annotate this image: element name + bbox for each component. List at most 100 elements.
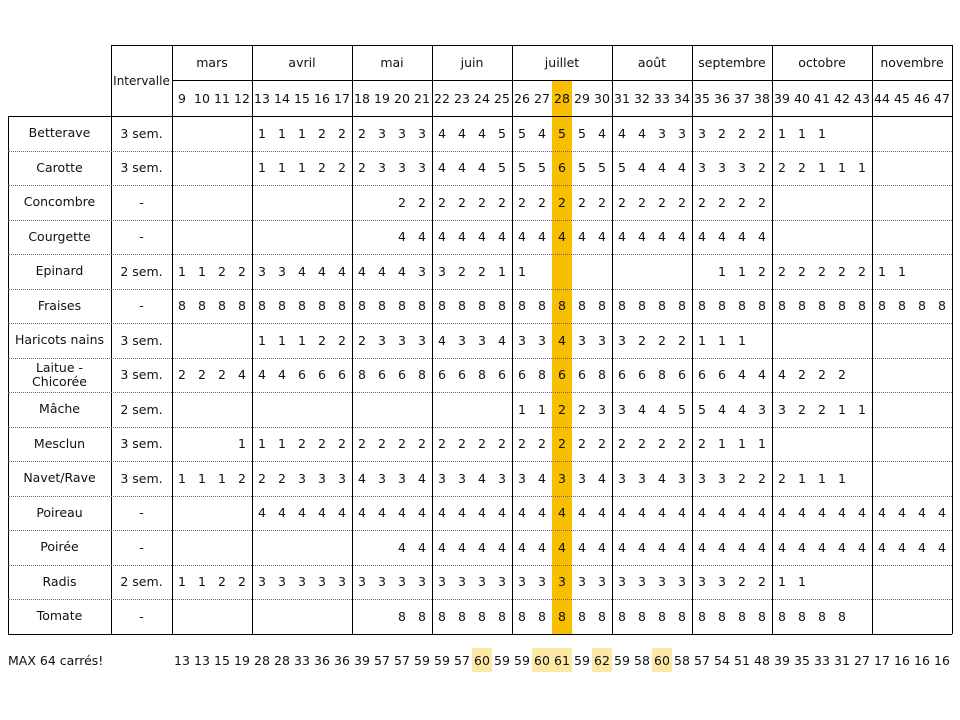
- schedule-cell: 1: [778, 125, 786, 141]
- schedule-cell: 2: [318, 160, 326, 176]
- month-divider: [872, 45, 873, 634]
- week-header: 11: [214, 90, 230, 106]
- schedule-cell: 4: [358, 263, 366, 279]
- schedule-cell: 4: [658, 229, 666, 245]
- schedule-cell: 8: [258, 298, 266, 314]
- schedule-cell: 8: [518, 298, 526, 314]
- schedule-cell: 8: [678, 608, 686, 624]
- schedule-cell: 2: [538, 194, 546, 210]
- schedule-cell: 2: [638, 194, 646, 210]
- schedule-cell: 2: [358, 125, 366, 141]
- month-header: juillet: [544, 55, 580, 70]
- schedule-cell: 8: [778, 608, 786, 624]
- schedule-cell: 3: [538, 332, 546, 348]
- schedule-cell: 4: [658, 160, 666, 176]
- crop-name: Navet/Rave: [23, 470, 96, 486]
- footer-total: 59: [414, 652, 430, 668]
- schedule-cell: 1: [798, 125, 806, 141]
- schedule-cell: 2: [818, 367, 826, 383]
- footer-total: 19: [234, 652, 250, 668]
- schedule-cell: 3: [478, 574, 486, 590]
- schedule-cell: 3: [418, 263, 426, 279]
- schedule-cell: 2: [518, 436, 526, 452]
- schedule-cell: 4: [818, 505, 826, 521]
- week-header: 47: [934, 90, 950, 106]
- schedule-cell: 2: [398, 194, 406, 210]
- schedule-cell: 3: [398, 160, 406, 176]
- schedule-cell: 1: [278, 332, 286, 348]
- footer-total: 33: [814, 652, 830, 668]
- schedule-cell: 4: [658, 401, 666, 417]
- schedule-cell: 3: [518, 332, 526, 348]
- schedule-cell: 4: [278, 367, 286, 383]
- schedule-cell: 8: [618, 298, 626, 314]
- schedule-cell: 4: [938, 505, 946, 521]
- crop-interval: 2 sem.: [120, 263, 163, 279]
- schedule-cell: 3: [358, 574, 366, 590]
- schedule-cell: 4: [738, 367, 746, 383]
- row-separator: [8, 564, 952, 566]
- schedule-cell: 4: [558, 505, 566, 521]
- schedule-cell: 2: [838, 367, 846, 383]
- schedule-cell: 1: [538, 401, 546, 417]
- week-header: 32: [634, 90, 650, 106]
- schedule-cell: 2: [358, 332, 366, 348]
- schedule-cell: 8: [378, 298, 386, 314]
- schedule-cell: 2: [418, 194, 426, 210]
- schedule-cell: 2: [778, 470, 786, 486]
- footer-total: 59: [434, 652, 450, 668]
- crop-interval: -: [139, 194, 144, 210]
- schedule-cell: 2: [678, 436, 686, 452]
- footer-total: 61: [554, 652, 570, 668]
- schedule-cell: 4: [538, 470, 546, 486]
- schedule-cell: 3: [418, 125, 426, 141]
- schedule-cell: 5: [578, 125, 586, 141]
- schedule-cell: 4: [438, 125, 446, 141]
- footer-total: 48: [754, 652, 770, 668]
- schedule-cell: 4: [718, 229, 726, 245]
- schedule-cell: 4: [598, 125, 606, 141]
- schedule-cell: 4: [478, 470, 486, 486]
- schedule-cell: 2: [318, 436, 326, 452]
- schedule-cell: 5: [618, 160, 626, 176]
- schedule-cell: 2: [578, 436, 586, 452]
- schedule-cell: 4: [638, 539, 646, 555]
- schedule-cell: 4: [458, 229, 466, 245]
- footer-total: 58: [674, 652, 690, 668]
- schedule-cell: 4: [638, 160, 646, 176]
- crop-name: Mâche: [39, 401, 80, 417]
- week-header: 14: [274, 90, 290, 106]
- schedule-cell: 1: [838, 401, 846, 417]
- schedule-cell: 8: [438, 298, 446, 314]
- week-header: 43: [854, 90, 870, 106]
- week-header: 25: [494, 90, 510, 106]
- schedule-cell: 4: [338, 505, 346, 521]
- schedule-cell: 4: [738, 539, 746, 555]
- schedule-cell: 3: [438, 574, 446, 590]
- schedule-cell: 2: [658, 194, 666, 210]
- schedule-cell: 1: [198, 263, 206, 279]
- schedule-cell: 4: [518, 539, 526, 555]
- schedule-cell: 2: [438, 194, 446, 210]
- week-header: 18: [354, 90, 370, 106]
- schedule-cell: 4: [538, 539, 546, 555]
- schedule-cell: 8: [718, 298, 726, 314]
- week-header: 35: [694, 90, 710, 106]
- schedule-cell: 3: [378, 470, 386, 486]
- schedule-cell: 3: [338, 470, 346, 486]
- schedule-cell: 8: [218, 298, 226, 314]
- schedule-cell: 3: [718, 160, 726, 176]
- schedule-cell: 1: [518, 401, 526, 417]
- footer-total: 16: [934, 652, 950, 668]
- week-header: 31: [614, 90, 630, 106]
- schedule-cell: 8: [538, 608, 546, 624]
- footer-total: 60: [474, 652, 490, 668]
- schedule-cell: 3: [718, 574, 726, 590]
- schedule-cell: 1: [298, 125, 306, 141]
- week-header: 21: [414, 90, 430, 106]
- week-header: 30: [594, 90, 610, 106]
- grid-header-mid: [172, 80, 952, 81]
- schedule-cell: 8: [498, 608, 506, 624]
- schedule-cell: 2: [578, 194, 586, 210]
- schedule-cell: 4: [798, 505, 806, 521]
